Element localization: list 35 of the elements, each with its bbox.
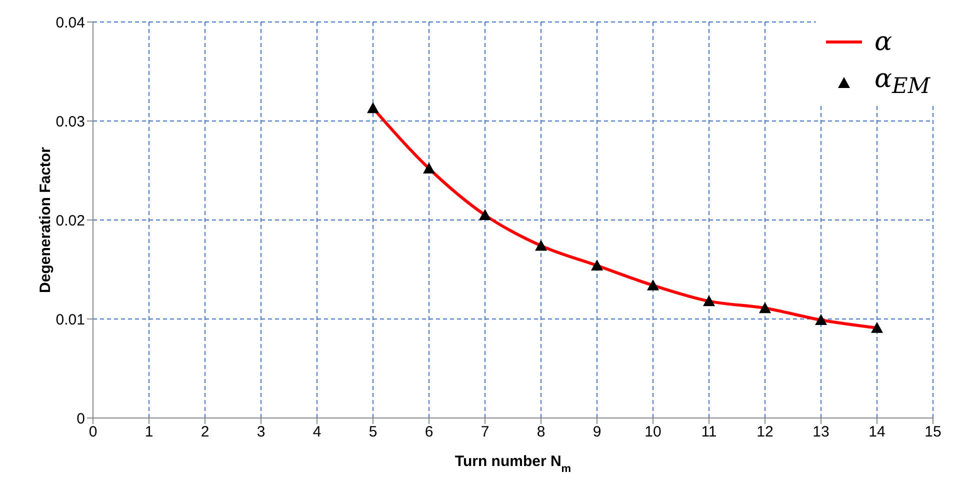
point (591, 260, 603, 271)
x-tick-label: 12 (756, 424, 774, 441)
point (367, 102, 379, 114)
point (479, 209, 491, 220)
y-axis-title: Degeneration Factor (37, 146, 54, 293)
x-tick-label: 13 (812, 424, 830, 441)
point (815, 314, 827, 325)
x-tick-label: 10 (644, 424, 662, 441)
x-tick-label: 8 (536, 424, 546, 441)
x-axis-title: Turn number N$_{m}$ (454, 453, 572, 475)
y-tick-label: 0.02 (56, 212, 85, 230)
x-tick-label: 2 (200, 424, 210, 441)
x-tick-label: 1 (144, 424, 154, 441)
point (871, 322, 883, 333)
x-tick-label: 11 (701, 424, 717, 441)
x-tick-label: 4 (312, 424, 322, 441)
point (423, 162, 435, 174)
x-tick-label: 0 (88, 424, 98, 441)
x-tick-label: 6 (424, 424, 434, 441)
legend-label: α (874, 27, 892, 57)
legend-label: α$_{EM}$ (874, 64, 930, 100)
x-tick-label: 14 (868, 424, 886, 441)
y-tick-label: 0 (76, 410, 85, 428)
x-tick-label: 9 (592, 424, 602, 441)
y-tick-label: 0.03 (56, 113, 85, 130)
x-tick-label: 15 (924, 424, 942, 441)
y-tick-label: 0.01 (56, 311, 85, 328)
y-tick-label: 0.04 (56, 14, 85, 32)
x-tick-label: 7 (480, 424, 490, 441)
point (535, 240, 547, 251)
point (703, 295, 715, 306)
x-tick-label: 5 (368, 424, 378, 441)
point (647, 279, 659, 290)
x-tick-label: 3 (256, 424, 266, 441)
point (759, 302, 771, 314)
